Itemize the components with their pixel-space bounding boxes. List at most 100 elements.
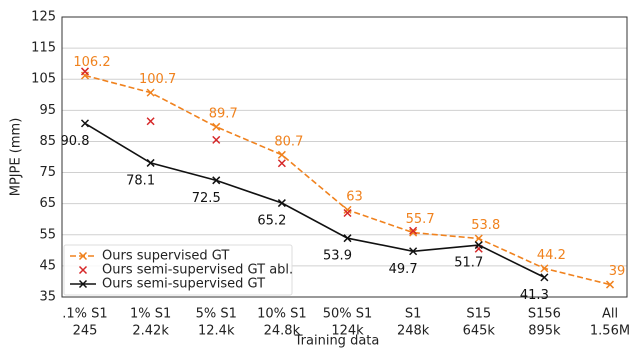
data-label: 39 [609, 264, 626, 279]
point-marker [540, 273, 549, 282]
data-label: 90.8 [61, 134, 90, 149]
legend-label: Ours semi-supervised GT [102, 277, 265, 292]
data-label: 55.7 [406, 212, 435, 227]
point-marker [409, 228, 418, 237]
marker-stroke [409, 226, 418, 235]
point-marker [277, 150, 286, 159]
legend-marker-stroke [78, 265, 88, 275]
data-label: 44.2 [537, 248, 566, 263]
y-tick-label: 105 [31, 72, 56, 87]
x-tick-label: S156 [528, 307, 561, 322]
marker-stroke [212, 122, 221, 131]
data-label: 49.7 [389, 262, 418, 277]
marker-stroke [474, 241, 483, 250]
data-label: 53.9 [323, 249, 352, 264]
point-marker [540, 264, 549, 273]
legend-label: Ours supervised GT [102, 249, 229, 264]
x-tick-label: 1.56M [590, 324, 630, 339]
point-marker [605, 280, 615, 289]
x-tick-label: 645k [463, 324, 496, 339]
x-tick-label: 50% S1 [323, 307, 373, 322]
marker-stroke [146, 88, 155, 97]
x-tick-label: .1% S1 [62, 307, 107, 322]
marker-stroke [343, 205, 352, 214]
marker-stroke [605, 280, 615, 289]
data-label: 65.2 [257, 214, 286, 229]
point-marker [212, 176, 221, 185]
marker-stroke [277, 159, 286, 168]
point-marker [343, 208, 352, 218]
data-label: 53.8 [471, 218, 500, 233]
legend-label: Ours semi-supervised GT abl. [102, 263, 293, 278]
y-tick-label: 85 [39, 134, 56, 149]
marker-stroke [212, 135, 221, 144]
point-marker [474, 234, 483, 243]
marker-stroke [80, 119, 90, 128]
point-marker [343, 205, 352, 214]
data-label: 51.7 [454, 256, 483, 271]
marker-stroke [540, 264, 549, 273]
x-tick-label: 2.42k [132, 324, 169, 339]
plot-frame [61, 16, 628, 298]
marker-stroke [212, 176, 221, 185]
point-marker [80, 67, 90, 76]
x-tick-label: S15 [466, 307, 491, 322]
point-marker [146, 117, 155, 126]
y-tick-label: 115 [31, 41, 56, 56]
data-label: 41.3 [520, 288, 549, 303]
point-marker [409, 226, 418, 235]
y-axis-label: MPJPE (mm) [9, 118, 24, 197]
data-label: 106.2 [73, 55, 110, 70]
point-marker [212, 135, 221, 144]
legend-marker [78, 251, 88, 261]
legend-marker [78, 265, 88, 275]
x-tick-label: 248k [397, 324, 430, 339]
x-tick-label: 12.4k [198, 324, 235, 339]
data-label: 63 [346, 189, 363, 204]
data-label: 100.7 [139, 72, 176, 87]
point-marker [277, 199, 286, 208]
y-tick-label: 55 [39, 227, 56, 242]
x-tick-label: 1% S1 [130, 307, 171, 322]
marker-stroke [277, 199, 286, 208]
data-label: 72.5 [192, 191, 221, 206]
y-tick-label: 75 [39, 165, 56, 180]
marker-stroke [409, 247, 418, 256]
point-marker [146, 158, 155, 167]
data-label: 89.7 [209, 106, 238, 121]
marker-stroke [409, 228, 418, 237]
point-marker [343, 234, 352, 243]
point-marker [146, 88, 155, 97]
data-label: 80.7 [274, 134, 303, 149]
point-marker [80, 119, 90, 128]
legend-box [63, 244, 293, 296]
x-tick-label: 124k [331, 324, 364, 339]
marker-stroke [540, 273, 549, 282]
series-line [84, 122, 545, 279]
marker-stroke [146, 117, 155, 126]
data-label: 78.1 [126, 173, 155, 188]
y-tick-label: 35 [39, 290, 56, 305]
legend-marker-stroke [78, 251, 88, 261]
marker-stroke [474, 234, 483, 243]
y-tick-label: 95 [39, 103, 56, 118]
y-tick-label: 125 [31, 10, 56, 25]
marker-stroke [146, 158, 155, 167]
y-tick-label: 45 [39, 258, 56, 273]
x-tick-label: 24.8k [264, 324, 301, 339]
marker-stroke [343, 234, 352, 243]
x-tick-label: 10% S1 [257, 307, 307, 322]
marker-stroke [277, 150, 286, 159]
x-tick-label: 5% S1 [196, 307, 237, 322]
x-tick-label: 895k [528, 324, 561, 339]
point-marker [409, 247, 418, 256]
x-axis-label: Training data [294, 334, 380, 349]
point-marker [474, 241, 483, 250]
point-marker [277, 159, 286, 168]
marker-stroke [80, 67, 90, 76]
y-tick-label: 65 [39, 196, 56, 211]
legend-marker [78, 279, 88, 289]
point-marker [212, 122, 221, 131]
x-tick-label: S1 [405, 307, 422, 322]
